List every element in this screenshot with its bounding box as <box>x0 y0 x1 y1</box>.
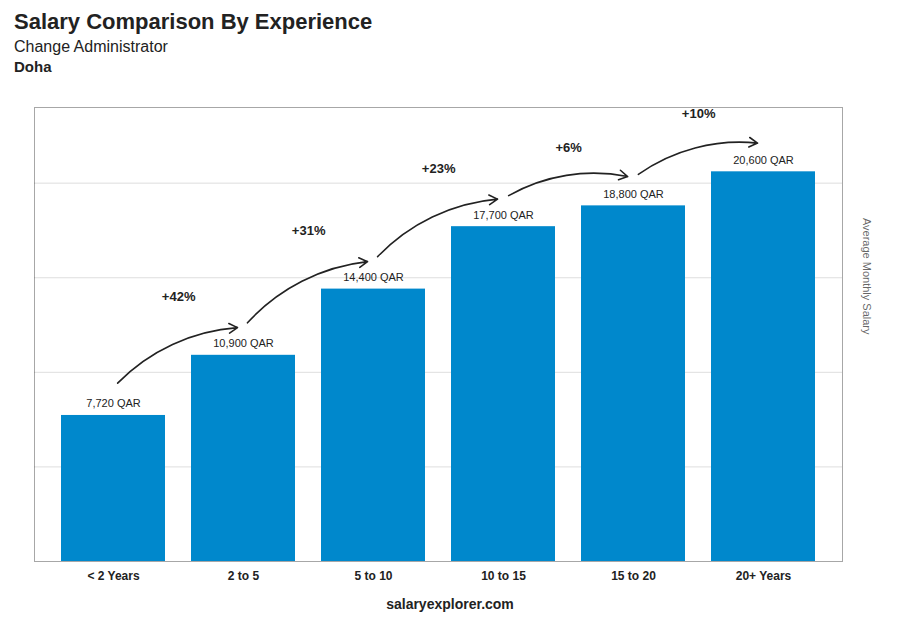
svg-text:14,400 QAR: 14,400 QAR <box>343 271 404 283</box>
svg-text:10 to 15: 10 to 15 <box>481 569 526 583</box>
svg-text:18,800 QAR: 18,800 QAR <box>603 188 664 200</box>
svg-text:+23%: +23% <box>422 161 456 176</box>
svg-text:17,700 QAR: 17,700 QAR <box>473 209 534 221</box>
svg-text:Average Monthly Salary: Average Monthly Salary <box>861 218 873 335</box>
svg-text:20+ Years: 20+ Years <box>736 569 792 583</box>
svg-text:+42%: +42% <box>162 289 196 304</box>
svg-text:5 to 10: 5 to 10 <box>354 569 392 583</box>
svg-text:15 to 20: 15 to 20 <box>611 569 656 583</box>
svg-text:2 to 5: 2 to 5 <box>228 569 260 583</box>
html-text:Change Administrator: Change Administrator <box>14 38 168 55</box>
svg-text:10,900 QAR: 10,900 QAR <box>213 337 274 349</box>
svg-text:20,600 QAR: 20,600 QAR <box>733 154 794 166</box>
svg-text:+10%: +10% <box>682 106 716 121</box>
html-text:Salary Comparison By Experienc: Salary Comparison By Experience <box>14 9 373 34</box>
svg-text:< 2 Years: < 2 Years <box>87 569 139 583</box>
svg-text:7,720 QAR: 7,720 QAR <box>86 397 140 409</box>
html-text:Doha: Doha <box>14 58 52 75</box>
svg-text:+6%: +6% <box>555 140 582 155</box>
html-text:salaryexplorer.com: salaryexplorer.com <box>386 596 514 612</box>
svg-text:+31%: +31% <box>292 223 326 238</box>
